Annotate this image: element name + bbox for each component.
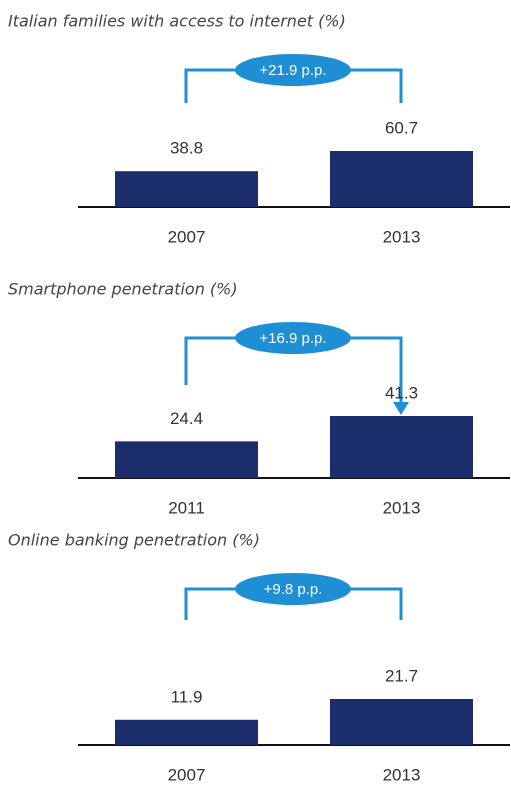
annotation-bubble: [235, 54, 351, 86]
value-label: 24.4: [170, 409, 203, 428]
x-tick-label: 2013: [383, 227, 421, 246]
chart-title: Smartphone penetration (%): [8, 280, 238, 299]
bar: [115, 171, 258, 207]
bar: [330, 151, 473, 207]
value-label: 38.8: [170, 139, 203, 158]
annotation: +9.8 p.p.: [264, 581, 323, 598]
bar: [330, 699, 473, 745]
x-tick-label: 2007: [168, 765, 206, 784]
arrow-head: [393, 402, 409, 415]
value-label: 60.7: [385, 118, 418, 137]
value-label: 21.7: [385, 666, 418, 685]
annotation-bubble: [235, 573, 351, 605]
value-label: 41.3: [385, 383, 418, 402]
bar: [330, 416, 473, 478]
x-tick-label: 2007: [168, 227, 206, 246]
x-tick-label: 2013: [383, 765, 421, 784]
chart-title: Italian families with access to internet…: [8, 12, 346, 31]
annotation-bubble: [235, 322, 351, 354]
annotation: +21.9 p.p.: [259, 62, 326, 79]
annotation: +16.9 p.p.: [259, 330, 326, 347]
bar: [115, 441, 258, 478]
bar: [115, 719, 258, 745]
x-tick-label: 2011: [168, 498, 205, 517]
x-tick-label: 2013: [383, 498, 421, 517]
chart-title: Online banking penetration (%): [8, 531, 260, 550]
value-label: 11.9: [171, 687, 203, 706]
